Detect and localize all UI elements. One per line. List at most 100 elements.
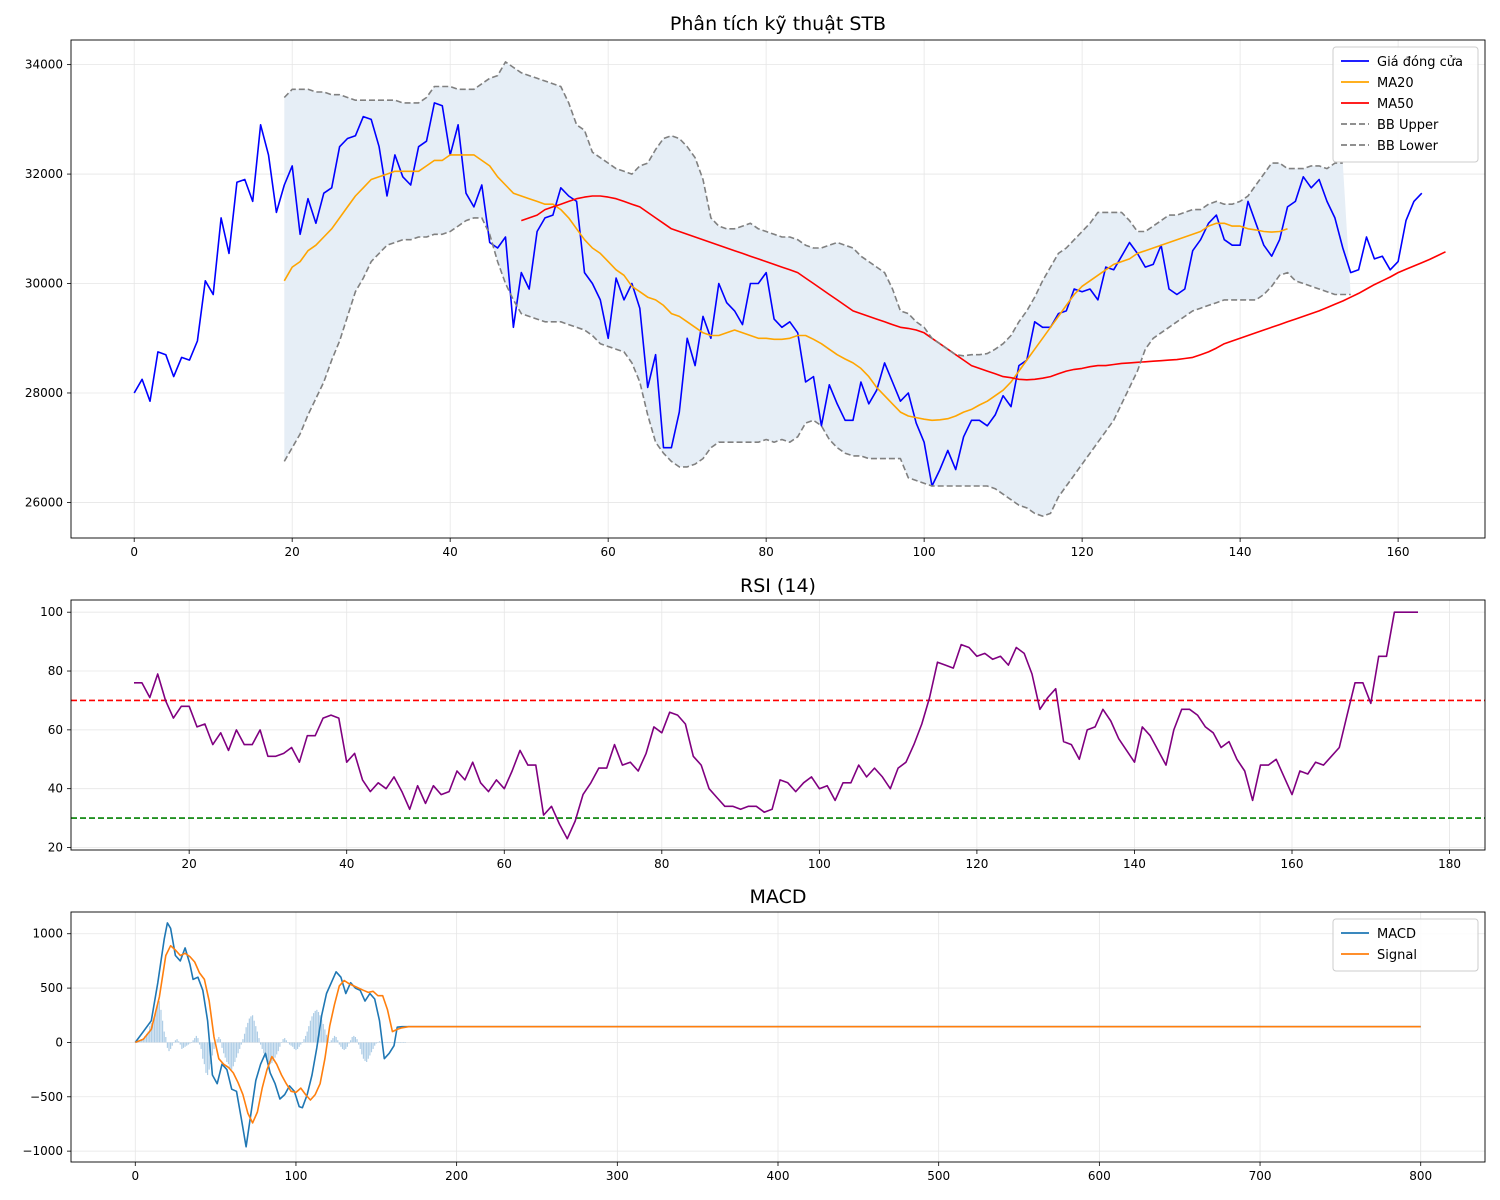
macd-histogram-bar (375, 1042, 377, 1044)
macd-histogram-bar (243, 1033, 246, 1043)
macd-histogram-bar (256, 1031, 258, 1043)
macd-histogram-bar (301, 1042, 303, 1043)
macd-histogram (134, 1001, 406, 1076)
macd-histogram-bar (179, 1042, 181, 1045)
macd-histogram-bar (361, 1042, 363, 1055)
macd-histogram-bar (279, 1042, 281, 1047)
macd-histogram-bar (197, 1038, 199, 1043)
macd-histogram-bar (280, 1042, 283, 1043)
macd-histogram-bar (335, 1037, 337, 1043)
macd-ytick-label: 1000 (32, 927, 63, 941)
macd-histogram-bar (346, 1042, 348, 1047)
macd-histogram-bar (239, 1042, 241, 1049)
macd-histogram-bar (322, 1023, 324, 1043)
macd-histogram-bar (152, 1020, 154, 1043)
macd-histogram-bar (403, 1042, 405, 1043)
macd-histogram-bar (284, 1038, 286, 1043)
macd-histogram-bar (300, 1042, 302, 1045)
macd-histogram-bar (211, 1042, 214, 1056)
macd-histogram-bar (390, 1042, 392, 1043)
macd-histogram-bar (170, 1042, 172, 1049)
macd-histogram-bar (136, 1042, 138, 1043)
macd-histogram-bar (324, 1029, 326, 1043)
macd-histogram-bar (155, 1009, 157, 1043)
rsi-line (134, 611, 1418, 840)
macd-histogram-bar (227, 1042, 230, 1065)
macd-histogram-bar (349, 1040, 352, 1043)
macd-histogram-bar (229, 1042, 231, 1069)
macd-histogram-bar (398, 1042, 400, 1043)
price-xtick-label: 40 (443, 545, 458, 559)
macd-histogram-bar (141, 1039, 143, 1043)
macd-histogram-bar (174, 1040, 177, 1043)
macd-histogram-bar (362, 1042, 365, 1059)
rsi-xtick-label: 60 (497, 857, 512, 871)
rsi-ytick-label: 80 (48, 664, 63, 678)
macd-histogram-bar (190, 1042, 193, 1043)
macd-histogram-bar (268, 1042, 270, 1062)
rsi-xtick-label: 120 (965, 857, 988, 871)
macd-histogram-bar (325, 1034, 328, 1043)
macd-histogram-bar (343, 1042, 345, 1051)
macd-histogram-bar (139, 1040, 141, 1043)
macd-xtick-label: 800 (1409, 1169, 1432, 1183)
price-xtick-label: 80 (759, 545, 774, 559)
macd-histogram-bar (221, 1042, 223, 1048)
macd-histogram-bar (192, 1040, 194, 1043)
macd-histogram-bar (178, 1041, 180, 1043)
macd-xtick-label: 400 (767, 1169, 790, 1183)
rsi-chart-title: RSI (14) (740, 575, 816, 597)
macd-histogram-bar (250, 1016, 252, 1043)
macd-histogram-bar (351, 1037, 353, 1043)
macd-histogram-bar (258, 1038, 260, 1043)
macd-ytick-label: 0 (55, 1035, 63, 1049)
rsi-xtick-label: 140 (1123, 857, 1146, 871)
macd-histogram-bar (248, 1018, 250, 1043)
macd-histogram-bar (206, 1042, 209, 1076)
macd-histogram-bar (189, 1042, 191, 1044)
macd-histogram-bar (367, 1042, 369, 1059)
macd-xtick-label: 600 (1088, 1169, 1111, 1183)
macd-histogram-bar (237, 1042, 239, 1054)
macd-histogram-bar (309, 1020, 312, 1043)
macd-histogram-bar (264, 1042, 267, 1058)
macd-histogram-bar (358, 1042, 360, 1045)
bb-lower-line (283, 217, 1351, 517)
macd-xtick-label: 300 (606, 1169, 629, 1183)
macd-histogram-bar (240, 1042, 242, 1045)
price-legend: Giá đóng cửa MA20 MA50 BB Upper BB Lower (1332, 46, 1479, 163)
rsi-xtick-label: 180 (1438, 857, 1461, 871)
macd-histogram-bar (364, 1042, 366, 1061)
macd-histogram-bar (311, 1016, 313, 1043)
macd-histogram-bar (306, 1031, 308, 1043)
macd-xtick-label: 500 (927, 1169, 950, 1183)
price-xtick-label: 100 (913, 545, 936, 559)
macd-chart: 0 100 200 300 400 500 600 700 800 −1000 −500 0 500 10… (22, 911, 1486, 1183)
macd-histogram-bar (303, 1039, 305, 1043)
rsi-plot-area (71, 611, 1485, 840)
price-xtick-label: 120 (1071, 545, 1094, 559)
macd-histogram-bar (293, 1042, 295, 1049)
macd-histogram-bar (261, 1042, 263, 1049)
macd-histogram-bar (401, 1042, 403, 1043)
macd-histogram-bar (316, 1009, 318, 1043)
macd-histogram-bar (158, 1001, 160, 1043)
macd-histogram-bar (202, 1042, 204, 1059)
macd-histogram-bar (263, 1042, 265, 1054)
price-xtick-label: 0 (130, 545, 138, 559)
macd-histogram-bar (377, 1042, 379, 1043)
signal-line (135, 944, 1421, 1124)
macd-histogram-bar (348, 1042, 350, 1044)
bb-lower-legend-label: BB Lower (1377, 139, 1439, 154)
rsi-ytick-label: 40 (48, 782, 63, 796)
macd-histogram-bar (317, 1012, 320, 1043)
macd-histogram-bar (176, 1039, 178, 1043)
bb-upper-line (283, 61, 1343, 357)
macd-histogram-bar (337, 1040, 339, 1043)
macd-histogram-bar (359, 1042, 361, 1049)
rsi-chart: 20 40 60 80 100 120 140 160 180 20 40 60 80 100 (40, 599, 1486, 871)
price-chart-title: Phân tích kỹ thuật STB (670, 13, 886, 35)
macd-histogram-bar (380, 1041, 382, 1043)
macd-xtick-label: 200 (445, 1169, 468, 1183)
